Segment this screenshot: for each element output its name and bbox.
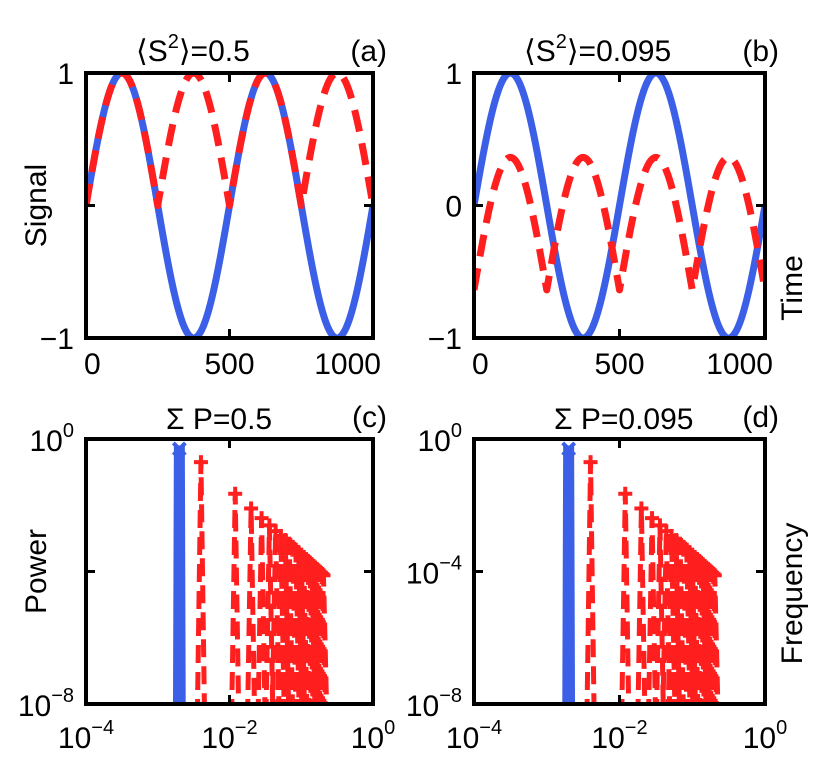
harmonic-line-c-7 [275,535,287,704]
y-tick-label: 0 [445,191,462,224]
x-tick-label: 1000 [706,348,773,381]
y-tick-label: −1 [428,323,462,356]
y-axis-label: Power [20,529,53,614]
marker-plus-d-1 [583,455,598,470]
harmonic-line-c-2 [229,493,242,704]
x-tick-label: 100 [351,717,396,755]
y-tick-label: 100 [30,420,75,458]
axes-frame-d [472,437,767,706]
line-peak-d-0 [562,445,576,704]
y-tick-label: 1 [445,58,462,91]
harmonic-line-d-2 [619,493,632,704]
harmonic-line-c-26 [317,575,330,704]
x-stroke [561,441,577,457]
x-tick-label: 10−4 [58,717,114,755]
panel-tag: (c) [352,401,387,434]
series-b-1 [474,153,765,294]
plot-area-c [172,445,330,704]
marker-plus-d-4 [645,511,660,526]
marker-plus-c-1 [193,455,208,470]
y-tick-label: 10−8 [18,685,74,723]
y-tick-label: 100 [418,420,463,458]
panel-a: 0 500 1000 −1 1 ⟨S2⟩=0.5 (a) Signal [20,31,387,381]
marker-plus-d-2 [618,486,633,501]
x-tick-label: 1000 [314,348,381,381]
plot-area-a [86,73,373,338]
x-tick-label: 10−4 [446,717,502,755]
plot-area-d [562,445,721,704]
harmonic-line-d-7 [665,535,678,704]
y-tick-label: −1 [40,323,74,356]
marker-x-d-0 [561,441,577,457]
y-tick-label: 1 [57,58,74,91]
marker-plus-c-26 [316,568,331,583]
harmonic-line-d-1 [584,462,597,704]
panel-tag: (d) [742,401,779,434]
panel-tag: (a) [350,35,387,68]
series-b-0 [474,73,765,338]
series-a-1 [86,73,373,209]
x-stroke [171,441,187,457]
y-axis-label: Signal [20,164,53,247]
x-axis-label: Frequency [776,523,809,665]
harmonic-line-d-4 [646,518,658,704]
panel-tag: (b) [742,35,779,68]
x-tick-label: 0 [472,348,489,381]
x-tick-label: 500 [594,348,644,381]
panel-title: ⟨S2⟩=0.095 [524,31,671,68]
plot-area-b [474,73,765,338]
x-tick-label: 10−2 [591,717,647,755]
harmonic-line-d-3 [635,508,648,704]
harmonic-line-c-1 [195,462,207,704]
x-tick-label: 100 [743,717,788,755]
panel-title: Σ P=0.095 [554,403,693,436]
panel-title: ⟨S2⟩=0.5 [136,31,250,68]
harmonic-line-c-4 [255,518,268,704]
panel-b: 0 500 1000 −1 0 1 ⟨S2⟩=0.095 (b) Time [428,31,809,381]
marker-plus-c-2 [228,486,243,501]
marker-x-c-0 [171,441,187,457]
axes-frame-c [84,437,375,706]
marker-plus-d-26 [707,568,722,583]
line-peak-c-0 [172,445,186,704]
panel-c: 10−4 10−2 100 10−8 100 Σ P=0.5 (c) Power [18,401,395,755]
y-tick-label: 10−4 [406,553,462,591]
x-tick-label: 0 [84,348,101,381]
marker-plus-d-3 [634,501,649,516]
marker-plus-c-4 [254,511,269,526]
harmonic-line-c-3 [245,508,257,704]
x-tick-label: 500 [204,348,254,381]
x-axis-label: Time [776,255,809,321]
y-tick-label: 10−8 [406,685,462,723]
marker-plus-c-3 [244,501,259,516]
x-tick-label: 10−2 [201,717,257,755]
harmonic-line-d-26 [709,575,721,704]
panel-title: Σ P=0.5 [166,403,272,436]
